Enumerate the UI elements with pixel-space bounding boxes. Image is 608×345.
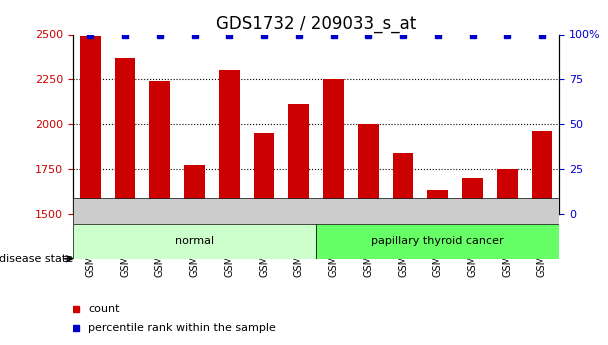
- Bar: [254, 133, 274, 214]
- Bar: [462, 178, 483, 214]
- Bar: [80, 36, 101, 214]
- Bar: [150, 81, 170, 214]
- Bar: [288, 105, 309, 214]
- Bar: [497, 169, 517, 214]
- Text: papillary thyroid cancer: papillary thyroid cancer: [371, 237, 504, 246]
- Bar: [115, 58, 136, 214]
- Bar: [316, 34, 559, 214]
- FancyBboxPatch shape: [316, 224, 559, 259]
- Bar: [427, 190, 448, 214]
- Text: percentile rank within the sample: percentile rank within the sample: [88, 323, 276, 333]
- Text: count: count: [88, 304, 120, 314]
- Bar: [219, 70, 240, 214]
- Title: GDS1732 / 209033_s_at: GDS1732 / 209033_s_at: [216, 15, 416, 33]
- Bar: [73, 34, 316, 214]
- Text: disease state: disease state: [0, 254, 73, 264]
- Text: normal: normal: [175, 237, 214, 246]
- Bar: [531, 131, 553, 214]
- Bar: [323, 79, 344, 214]
- Bar: [184, 165, 205, 214]
- Bar: [393, 153, 413, 214]
- FancyBboxPatch shape: [73, 224, 316, 259]
- Bar: [358, 124, 379, 214]
- FancyBboxPatch shape: [73, 198, 559, 224]
